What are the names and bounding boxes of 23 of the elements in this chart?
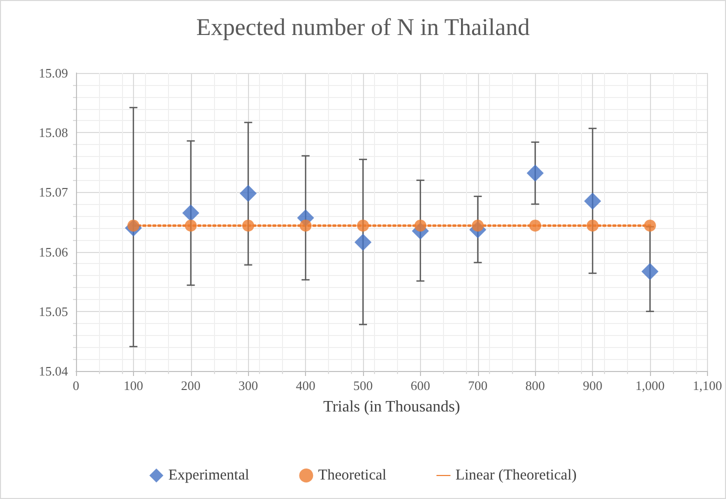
chart-title: Expected number of N in Thailand xyxy=(196,15,530,41)
y-tick-label: 15.04 xyxy=(38,364,68,378)
y-tick-label: 15.07 xyxy=(38,184,68,200)
x-tick-label: 500 xyxy=(353,378,373,393)
y-tick-label: 15.08 xyxy=(38,125,68,140)
legend-label: Experimental xyxy=(168,468,250,484)
x-tick-label: 800 xyxy=(525,378,545,393)
legend-label: Theoretical xyxy=(318,468,386,484)
x-tick-label: 900 xyxy=(582,378,602,393)
x-tick-label: 0 xyxy=(72,378,80,393)
x-tick-label: 700 xyxy=(468,378,488,393)
x-tick-label: 1,100 xyxy=(692,378,722,393)
y-tick-label: 15.05 xyxy=(38,304,68,319)
x-tick-label: 300 xyxy=(238,378,258,393)
x-tick-label: 1,000 xyxy=(635,378,665,393)
x-tick-label: 600 xyxy=(410,378,430,393)
legend-label: Linear (Theoretical) xyxy=(455,468,577,484)
x-tick-label: 400 xyxy=(296,378,316,393)
y-tick-label: 15.06 xyxy=(38,244,68,260)
y-tick-label: 15.09 xyxy=(38,66,68,80)
x-tick-label: 100 xyxy=(124,378,144,393)
x-axis-title: Trials (in Thousands) xyxy=(323,398,460,416)
x-tick-label: 200 xyxy=(181,378,201,393)
